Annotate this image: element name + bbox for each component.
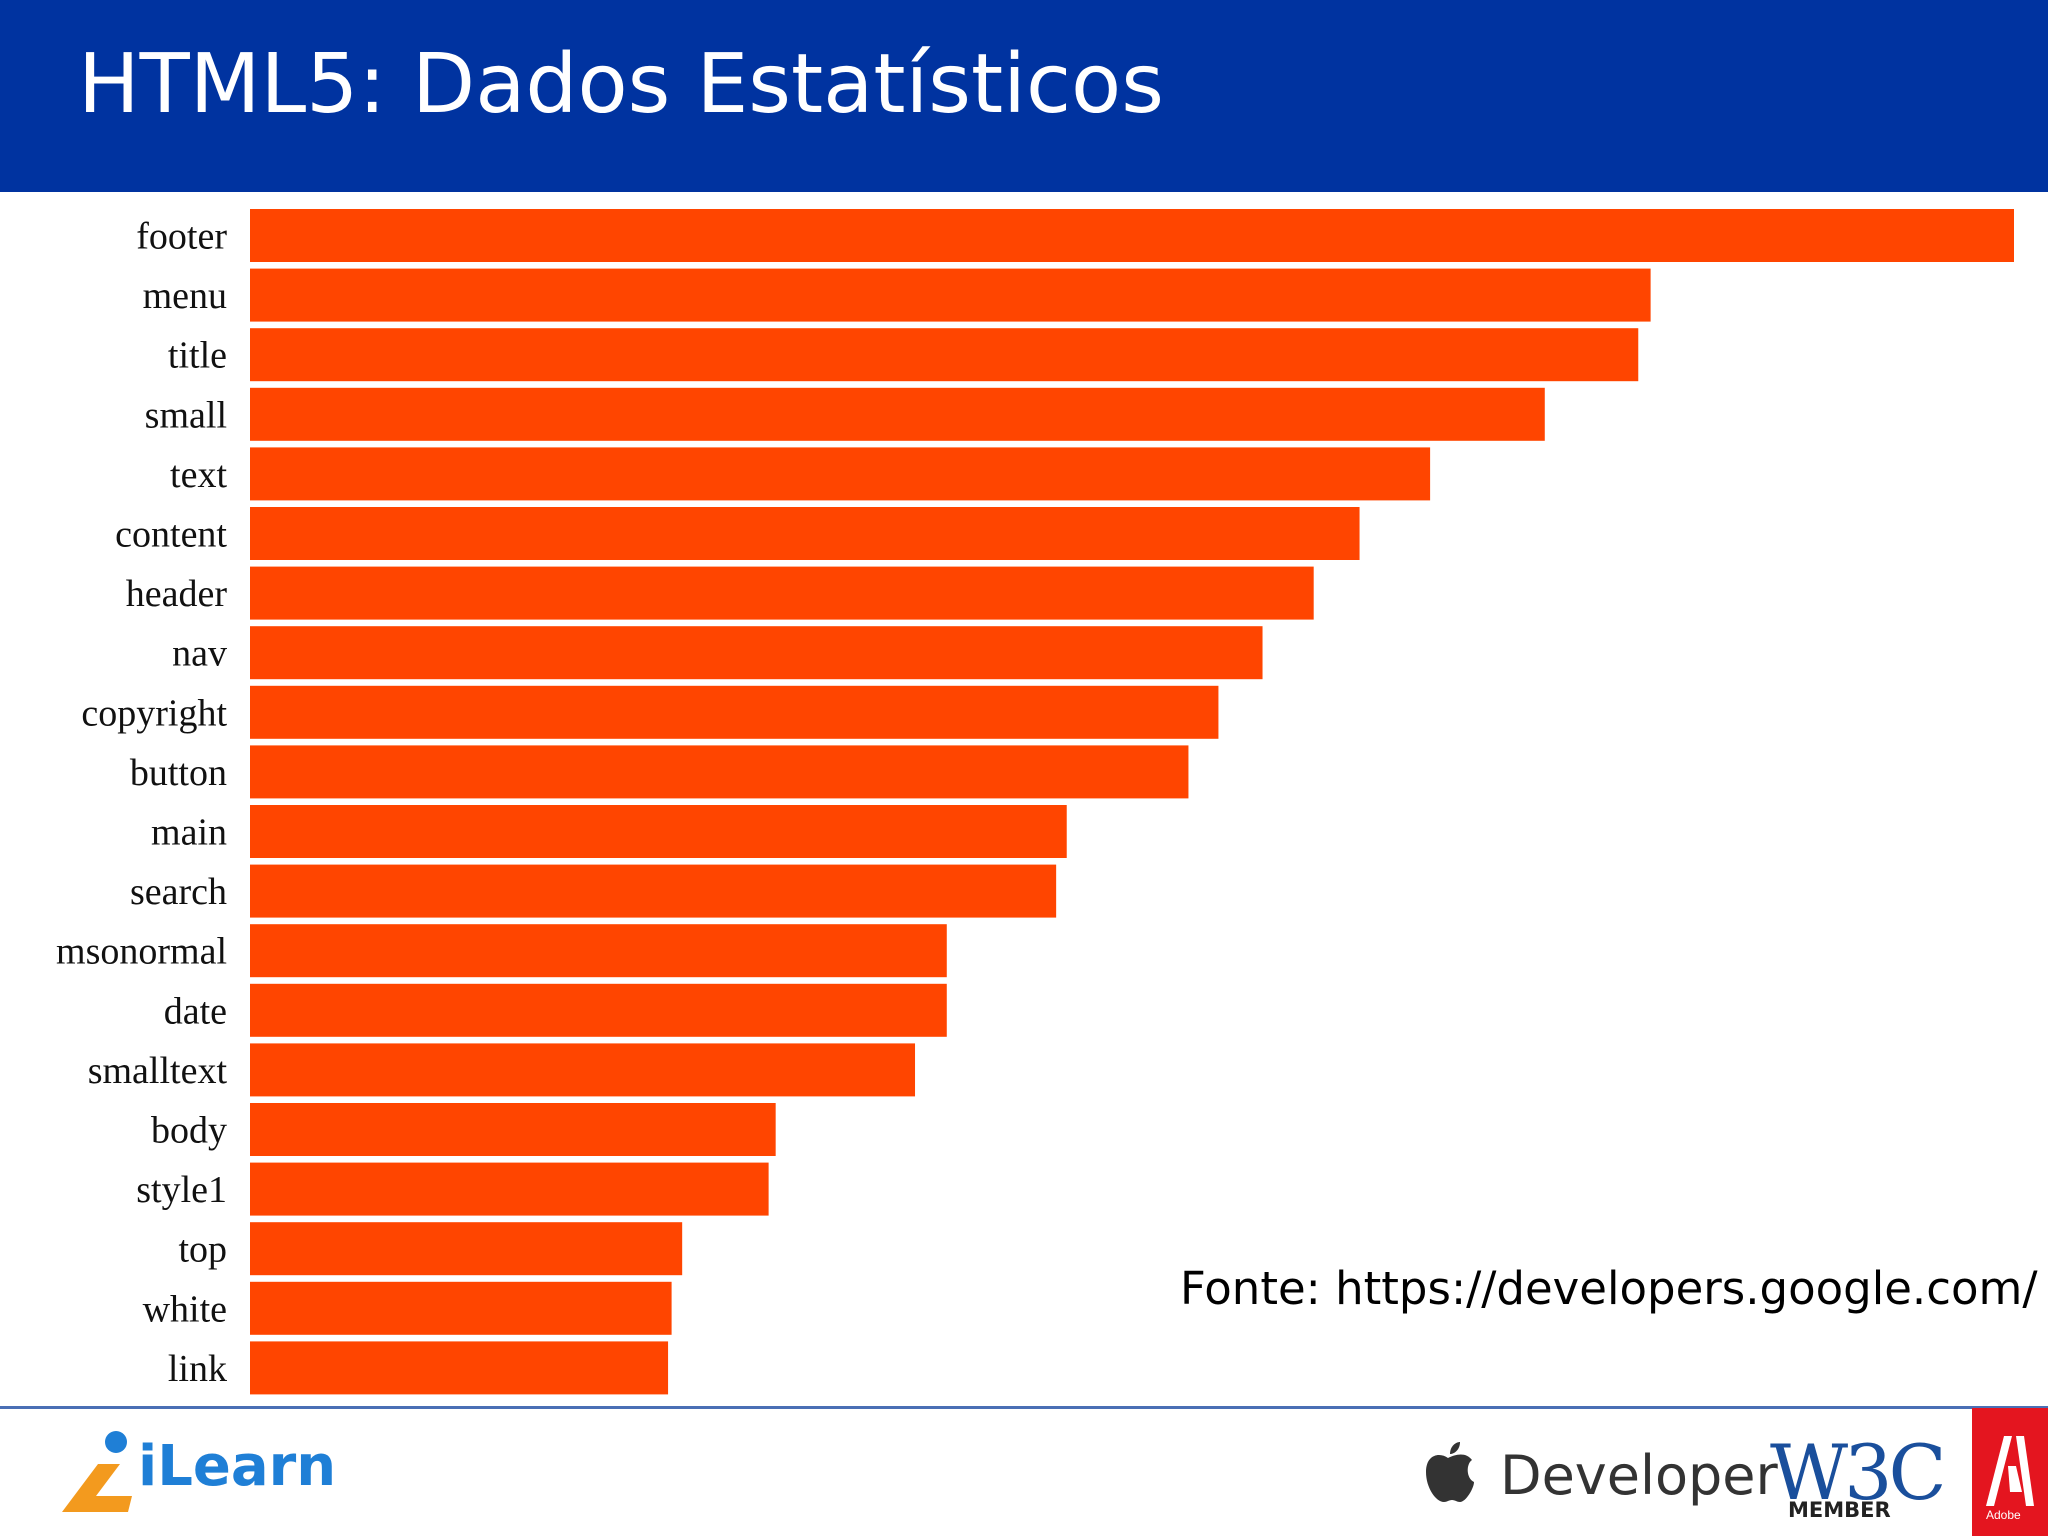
bar-search [250, 864, 1057, 918]
adobe-wordmark: Adobe [1986, 1508, 2021, 1522]
bar-content [250, 507, 1360, 560]
ilearn-person-icon [62, 1431, 132, 1512]
category-label-text: text [170, 454, 227, 496]
w3c-wordmark: W3C [1770, 1428, 1947, 1517]
w3c-member-label: MEMBER [1788, 1498, 1891, 1522]
category-label-small: small [145, 394, 227, 436]
category-label-search: search [130, 871, 227, 913]
category-label-main: main [151, 812, 227, 854]
bar-menu [250, 268, 1651, 322]
category-label-nav: nav [172, 633, 227, 675]
category-label-button: button [130, 752, 227, 794]
category-label-content: content [115, 514, 227, 556]
slide-title: HTML5: Dados Estatísticos [78, 37, 1164, 132]
ilearn-wordmark: iLearn [138, 1434, 337, 1499]
bar-msonormal [250, 924, 947, 978]
bar-text [250, 447, 1431, 501]
category-label-date: date [164, 990, 227, 1032]
category-label-white: white [143, 1288, 227, 1330]
adobe-a-icon [1986, 1436, 2034, 1506]
category-label-title: title [168, 335, 227, 377]
bar-header [250, 566, 1314, 620]
w3c-member-logo: W3C MEMBER [1770, 1428, 1947, 1528]
bar-nav [250, 626, 1263, 680]
ilearn-logo: iLearn [58, 1428, 348, 1518]
bar-link [250, 1341, 669, 1395]
category-label-menu: menu [143, 275, 227, 317]
bar-copyright [250, 685, 1219, 739]
bar-body [250, 1103, 776, 1156]
category-label-link: link [168, 1348, 227, 1390]
bar-top [250, 1222, 683, 1276]
category-label-body: body [151, 1110, 227, 1152]
bar-white [250, 1281, 672, 1335]
bar-title [250, 328, 1639, 382]
bar-style1 [250, 1162, 769, 1216]
apple-developer-logo: Developer [1420, 1440, 1778, 1520]
bar-smalltext [250, 1043, 916, 1097]
category-label-style1: style1 [136, 1169, 227, 1211]
bar-small [250, 387, 1545, 441]
bar-date [250, 983, 947, 1037]
adobe-logo: Adobe [1972, 1408, 2048, 1536]
category-label-msonormal: msonormal [56, 931, 227, 973]
apple-icon [1426, 1442, 1474, 1502]
title-bar [0, 0, 2048, 192]
footer-divider [0, 1406, 2048, 1409]
bar-main [250, 805, 1067, 858]
category-label-footer: footer [136, 216, 227, 258]
bar-footer [250, 209, 2014, 262]
category-label-smalltext: smalltext [88, 1050, 228, 1092]
developer-wordmark: Developer [1500, 1444, 1778, 1507]
category-label-copyright: copyright [81, 692, 227, 734]
bar-button [250, 745, 1189, 799]
category-label-header: header [126, 573, 228, 615]
bar-chart: footermenutitlesmalltextcontentheadernav… [56, 209, 2014, 1395]
category-label-top: top [178, 1229, 227, 1271]
source-note: Fonte: https://developers.google.com/ [1180, 1262, 2038, 1315]
